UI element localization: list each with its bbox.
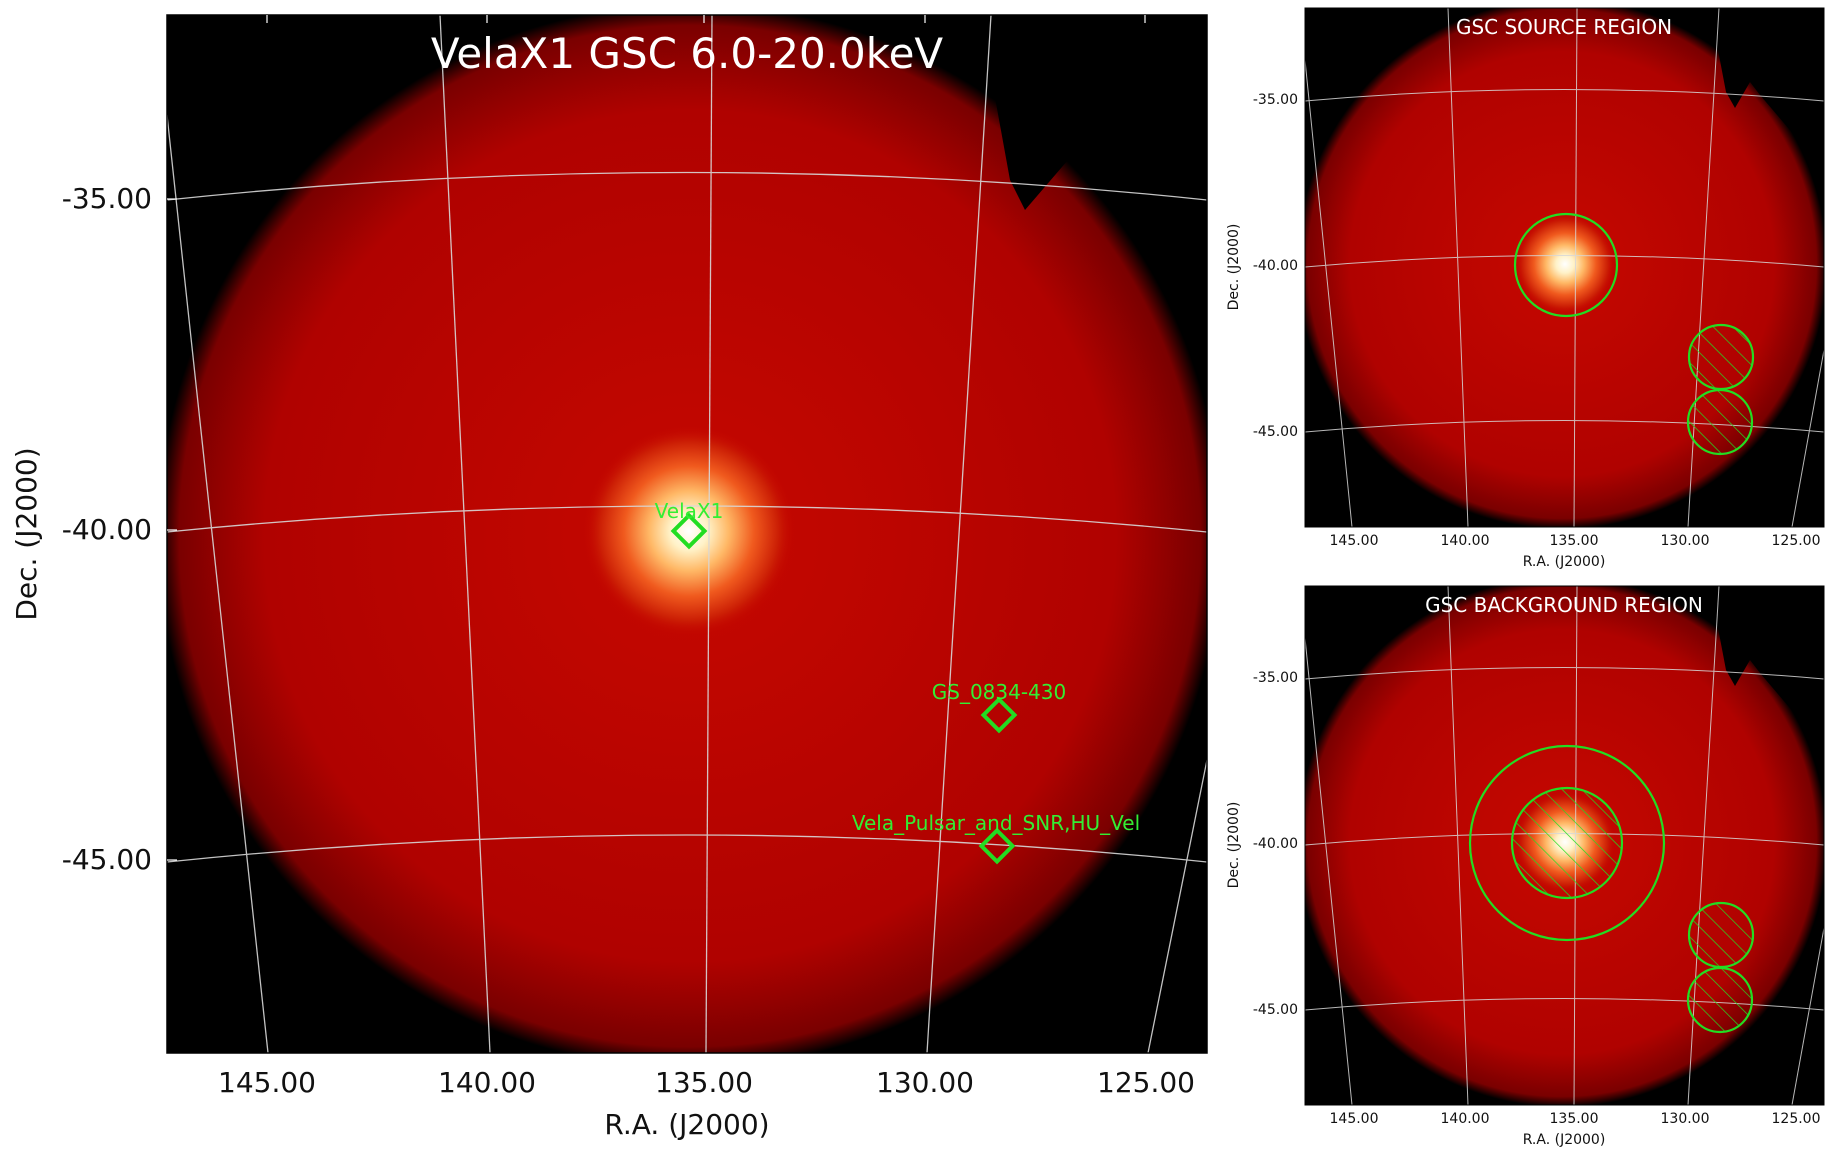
- diamond-marker-icon: [980, 696, 1018, 734]
- source-glow: [1515, 214, 1615, 314]
- y-tick-label: -40.00: [62, 513, 152, 546]
- y-tick-label: -40.00: [1253, 258, 1298, 274]
- grid-dec-45: [167, 834, 1207, 863]
- x-tick-label: 125.00: [1772, 533, 1821, 549]
- source-panel-title: GSC SOURCE REGION: [1456, 15, 1672, 39]
- source-label: Vela_Pulsar_and_SNR,HU_Vel: [852, 811, 1140, 835]
- source-label: VelaX1: [655, 499, 724, 523]
- main-coordinate-grid: [167, 15, 1207, 1053]
- y-tick-label: -45.00: [1253, 1002, 1298, 1018]
- x-tick-label: 125.00: [1772, 1111, 1821, 1127]
- background-fov-notch: [1710, 586, 1824, 748]
- source-marker-velax1[interactable]: VelaX1: [655, 499, 724, 550]
- y-tick-label: -45.00: [1253, 424, 1298, 440]
- main-plot-frame: [166, 14, 1208, 1054]
- main-x-axis-label: R.A. (J2000): [604, 1108, 769, 1141]
- grid-dec-40: [167, 505, 1207, 533]
- background-x-axis-label: R.A. (J2000): [1523, 1132, 1606, 1148]
- x-tick-label: 135.00: [655, 1066, 753, 1099]
- source-marker-vela-pulsar[interactable]: Vela_Pulsar_and_SNR,HU_Vel: [852, 811, 1140, 865]
- grid-dec-35: [167, 171, 1207, 201]
- diamond-marker-icon: [670, 512, 708, 550]
- background-panel-title: GSC BACKGROUND REGION: [1425, 593, 1703, 617]
- x-tick-label: 140.00: [1441, 1111, 1490, 1127]
- background-exclusion-circle-upper[interactable]: [1687, 901, 1755, 969]
- source-exclusion-circle-upper[interactable]: [1687, 323, 1755, 391]
- grid-ra-140: [439, 15, 491, 1053]
- x-tick-label: 145.00: [218, 1066, 316, 1099]
- background-plot-frame: [1304, 585, 1825, 1106]
- source-x-axis-label: R.A. (J2000): [1523, 554, 1606, 570]
- y-tick-label: -40.00: [1253, 836, 1298, 852]
- background-exclusion-circle-lower[interactable]: [1686, 966, 1754, 1034]
- grid-ra-125: [1147, 759, 1207, 1053]
- x-tick-label: 130.00: [876, 1066, 974, 1099]
- x-tick-label: 130.00: [1661, 1111, 1710, 1127]
- background-annulus-outer[interactable]: [1468, 744, 1666, 942]
- source-fov-notch: [1710, 8, 1824, 170]
- x-tick-label: 130.00: [1661, 533, 1710, 549]
- source-y-axis-label: Dec. (J2000): [1226, 224, 1242, 311]
- grid-ra-130: [926, 15, 992, 1053]
- background-region-panel: GSC BACKGROUND REGION 145.00 140.00 135.…: [1226, 585, 1825, 1148]
- source-marker-gs0834[interactable]: GS_0834-430: [932, 680, 1066, 734]
- background-y-axis-label: Dec. (J2000): [1226, 802, 1242, 889]
- y-tick-label: -35.00: [1253, 92, 1298, 108]
- grid-ra-135: [705, 15, 713, 1053]
- x-tick-label: 140.00: [1441, 533, 1490, 549]
- main-sky-panel: VelaX1 GS_0834-430 Vela_Pulsar_and_SNR,H…: [10, 14, 1208, 1141]
- diamond-marker-icon: [978, 827, 1016, 865]
- source-plot-frame: [1304, 7, 1825, 528]
- x-tick-label: 145.00: [1330, 1111, 1379, 1127]
- x-tick-label: 125.00: [1097, 1066, 1195, 1099]
- main-fov-notch: [980, 15, 1207, 297]
- y-tick-label: -35.00: [1253, 670, 1298, 686]
- main-tick-marks: [167, 15, 1146, 861]
- source-region-panel: GSC SOURCE REGION 145.00 140.00 135.00 1…: [1226, 7, 1825, 570]
- x-tick-label: 135.00: [1550, 1111, 1599, 1127]
- grid-ra-145: [167, 114, 269, 1053]
- background-excluded-source-circle[interactable]: [1510, 786, 1624, 900]
- main-title: VelaX1 GSC 6.0-20.0keV: [431, 29, 944, 78]
- main-y-axis-label: Dec. (J2000): [10, 447, 43, 620]
- x-tick-label: 145.00: [1330, 533, 1379, 549]
- source-label: GS_0834-430: [932, 680, 1066, 704]
- main-source-glow: [584, 426, 794, 636]
- x-tick-label: 140.00: [438, 1066, 536, 1099]
- source-extraction-circle[interactable]: [1513, 212, 1619, 318]
- y-tick-label: -35.00: [62, 182, 152, 215]
- y-tick-label: -45.00: [62, 843, 152, 876]
- x-tick-label: 135.00: [1550, 533, 1599, 549]
- source-exclusion-circle-lower[interactable]: [1686, 388, 1754, 456]
